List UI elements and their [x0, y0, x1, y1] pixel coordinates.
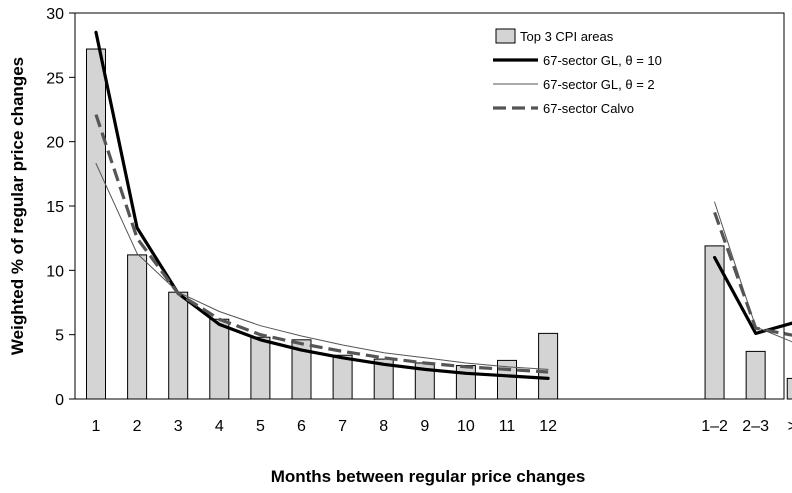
bar	[745, 350, 766, 400]
x-tick-label: >3	[788, 418, 792, 435]
x-tick-label: 3	[174, 418, 183, 435]
x-tick-label: 11	[499, 418, 516, 435]
x-tick-label: 2–3	[742, 418, 769, 435]
bar	[168, 291, 189, 400]
legend-label: Top 3 CPI areas	[520, 29, 614, 44]
series-line	[712, 255, 792, 335]
bar	[209, 318, 230, 400]
bar	[291, 339, 312, 400]
bar	[455, 365, 476, 400]
legend: Top 3 CPI areas 67-sector GL, θ = 10 67-se…	[493, 28, 662, 116]
series-line	[94, 30, 550, 380]
series-line	[94, 114, 549, 374]
bar	[704, 245, 725, 400]
x-tick-label: 1	[92, 418, 101, 435]
series-line	[95, 163, 549, 370]
x-tick-label: 9	[420, 418, 429, 435]
y-tick-label: 5	[55, 328, 64, 345]
x-tick-label: 10	[457, 418, 475, 435]
y-tick-label: 25	[46, 70, 64, 87]
bar	[332, 354, 353, 400]
x-tick-label: 2	[133, 418, 142, 435]
x-tick-label: 6	[297, 418, 306, 435]
x-tick-label: 1–2	[701, 418, 728, 435]
y-tick-label: 0	[55, 392, 64, 409]
x-axis-title: Months between regular price changes	[271, 467, 586, 486]
x-tick-label: 5	[256, 418, 265, 435]
bar	[250, 336, 271, 400]
legend-label: 67-sector GL, θ = 10	[543, 53, 662, 68]
legend-swatch	[495, 28, 516, 44]
y-axis-title: Weighted % of regular price changes	[8, 57, 27, 355]
bar	[127, 254, 148, 400]
legend-label: 67-sector GL, θ = 2	[543, 77, 655, 92]
x-tick-label: 8	[379, 418, 388, 435]
y-tick-label: 15	[46, 199, 64, 216]
x-tick-label: 4	[215, 418, 224, 435]
x-tick-label: 12	[539, 418, 557, 435]
x-tick-label: 7	[338, 418, 347, 435]
legend-label: 67-sector Calvo	[543, 101, 634, 116]
bar	[373, 358, 394, 400]
y-tick-label: 20	[46, 135, 64, 152]
y-tick-label: 30	[46, 6, 64, 23]
bar	[86, 48, 106, 400]
bar	[786, 377, 792, 400]
series-line	[713, 211, 792, 337]
y-tick-label: 10	[46, 263, 64, 280]
bar	[538, 332, 559, 400]
